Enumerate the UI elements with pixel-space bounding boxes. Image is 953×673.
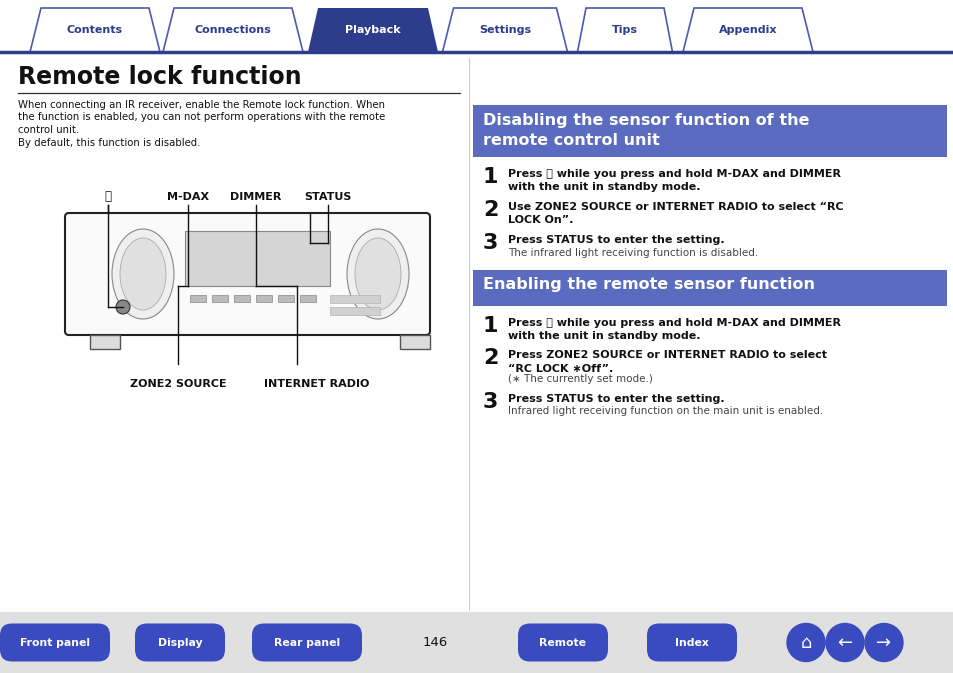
Polygon shape	[163, 8, 303, 52]
Text: Press ⏻ while you press and hold M-DAX and DIMMER
with the unit in standby mode.: Press ⏻ while you press and hold M-DAX a…	[507, 318, 841, 341]
Text: ←: ←	[837, 633, 852, 651]
Bar	[0, 612, 953, 673]
Bar	[90, 335, 120, 349]
Polygon shape	[30, 8, 160, 52]
Text: Enabling the remote sensor function: Enabling the remote sensor function	[482, 277, 814, 293]
Text: Remote: Remote	[539, 637, 586, 647]
Text: Front panel: Front panel	[20, 637, 90, 647]
Text: M-DAX: M-DAX	[167, 192, 209, 202]
Text: Press ZONE2 SOURCE or INTERNET RADIO to select
“RC LOCK ∗Off”.: Press ZONE2 SOURCE or INTERNET RADIO to …	[507, 351, 826, 374]
Text: When connecting an IR receiver, enable the Remote lock function. When: When connecting an IR receiver, enable t…	[18, 100, 385, 110]
Text: 2: 2	[482, 349, 497, 369]
Text: ⌂: ⌂	[800, 633, 811, 651]
Text: ⏻: ⏻	[105, 190, 112, 203]
FancyBboxPatch shape	[135, 623, 225, 662]
Text: Contents: Contents	[67, 25, 123, 35]
Text: INTERNET RADIO: INTERNET RADIO	[264, 379, 370, 389]
Text: 146: 146	[422, 636, 447, 649]
Text: Infrared light receiving function on the main unit is enabled.: Infrared light receiving function on the…	[507, 406, 822, 416]
Bar	[473, 269, 946, 306]
Bar	[255, 295, 272, 302]
Text: 1: 1	[482, 316, 498, 336]
Bar	[299, 295, 315, 302]
Bar	[277, 295, 294, 302]
Ellipse shape	[347, 229, 409, 319]
Text: Playback: Playback	[345, 25, 400, 35]
Text: ZONE2 SOURCE: ZONE2 SOURCE	[130, 379, 226, 389]
FancyBboxPatch shape	[65, 213, 430, 335]
Text: The infrared light receiving function is disabled.: The infrared light receiving function is…	[507, 248, 758, 258]
Text: →: →	[876, 633, 891, 651]
Text: the function is enabled, you can not perform operations with the remote: the function is enabled, you can not per…	[18, 112, 385, 122]
Text: Disabling the sensor function of the
remote control unit: Disabling the sensor function of the rem…	[482, 113, 809, 149]
Bar	[190, 295, 206, 302]
Text: control unit.: control unit.	[18, 125, 79, 135]
Circle shape	[116, 300, 130, 314]
Polygon shape	[577, 8, 672, 52]
Text: Settings: Settings	[478, 25, 531, 35]
Text: (∗ The currently set mode.): (∗ The currently set mode.)	[507, 374, 652, 384]
Text: Press ⏻ while you press and hold M-DAX and DIMMER
with the unit in standby mode.: Press ⏻ while you press and hold M-DAX a…	[507, 169, 841, 192]
Text: DIMMER: DIMMER	[230, 192, 281, 202]
FancyBboxPatch shape	[517, 623, 607, 662]
Polygon shape	[308, 8, 437, 52]
Ellipse shape	[112, 229, 173, 319]
Text: Connections: Connections	[194, 25, 271, 35]
Ellipse shape	[355, 238, 400, 310]
Text: 1: 1	[482, 167, 498, 187]
Text: STATUS: STATUS	[304, 192, 352, 202]
Text: Appendix: Appendix	[718, 25, 777, 35]
Text: Tips: Tips	[612, 25, 638, 35]
Text: Use ZONE2 SOURCE or INTERNET RADIO to select “RC
LOCK On”.: Use ZONE2 SOURCE or INTERNET RADIO to se…	[507, 202, 842, 225]
Bar	[399, 335, 430, 349]
Bar	[330, 307, 379, 315]
Ellipse shape	[120, 238, 166, 310]
Text: Press STATUS to enter the setting.: Press STATUS to enter the setting.	[507, 235, 724, 245]
Text: 3: 3	[482, 392, 497, 411]
Circle shape	[786, 623, 824, 662]
Bar	[233, 295, 250, 302]
Text: Display: Display	[157, 637, 202, 647]
Bar	[212, 295, 228, 302]
Text: By default, this function is disabled.: By default, this function is disabled.	[18, 137, 200, 147]
Bar	[185, 231, 330, 286]
Bar	[330, 295, 379, 303]
Polygon shape	[682, 8, 812, 52]
Text: Press STATUS to enter the setting.: Press STATUS to enter the setting.	[507, 394, 724, 404]
FancyBboxPatch shape	[252, 623, 361, 662]
Circle shape	[864, 623, 902, 662]
Text: Rear panel: Rear panel	[274, 637, 339, 647]
Bar	[473, 105, 946, 157]
FancyBboxPatch shape	[646, 623, 737, 662]
Polygon shape	[442, 8, 567, 52]
Text: Remote lock function: Remote lock function	[18, 65, 301, 89]
FancyBboxPatch shape	[0, 623, 110, 662]
Text: Index: Index	[675, 637, 708, 647]
Text: 3: 3	[482, 233, 497, 253]
Circle shape	[825, 623, 863, 662]
Text: 2: 2	[482, 200, 497, 220]
